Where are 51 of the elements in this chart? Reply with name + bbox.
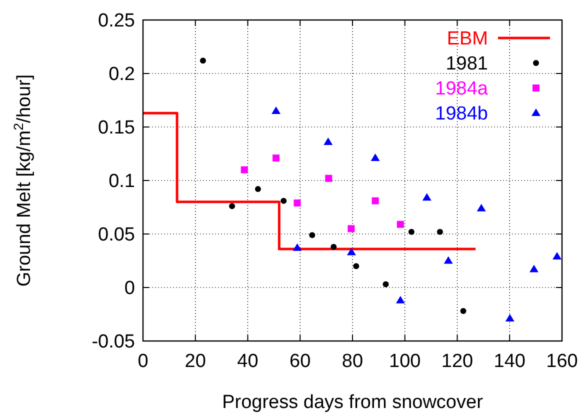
x-tick-label: 120 [441, 351, 474, 372]
point [324, 137, 333, 145]
point [422, 193, 432, 201]
point [280, 198, 287, 204]
y-tick-label: 0.1 [108, 171, 135, 192]
point [396, 296, 405, 304]
legend-label: 1984b [435, 104, 488, 125]
x-tick-label: 100 [389, 351, 421, 372]
legend-label: 1984a [435, 78, 488, 100]
point [240, 166, 248, 174]
y-tick-label: 0.2 [108, 64, 135, 86]
point [444, 256, 453, 264]
point [382, 281, 389, 288]
point [436, 228, 443, 235]
point [272, 106, 281, 114]
point [309, 232, 316, 238]
y-tick-label: 0.15 [98, 118, 135, 139]
x-axis-title: Progress days from snowcover [222, 392, 484, 413]
x-tick-label: 160 [546, 351, 578, 372]
point [353, 263, 360, 270]
point [294, 199, 301, 206]
point [529, 264, 538, 272]
point [325, 174, 332, 182]
x-tick-label: 140 [494, 351, 526, 372]
point [348, 225, 355, 232]
y-tick-label: 0.25 [98, 10, 135, 32]
point [408, 228, 414, 235]
point [346, 248, 356, 256]
x-tick-label: 60 [290, 351, 311, 372]
point [396, 220, 404, 228]
y-tick-label: -0.05 [92, 332, 135, 353]
x-tick-label: 40 [237, 351, 258, 372]
y-tick-label: 0.05 [98, 224, 135, 246]
legend-label: 1981 [446, 54, 488, 75]
point [330, 244, 337, 250]
point [200, 58, 206, 64]
point [505, 314, 514, 322]
point [292, 243, 302, 251]
point [254, 186, 261, 192]
x-tick-label: 0 [138, 351, 148, 372]
legend-label: EBM [446, 28, 488, 50]
x-tick-label: 80 [342, 351, 364, 372]
x-tick-label: 20 [184, 351, 206, 372]
y-tick-label: 0 [124, 278, 135, 300]
point [370, 154, 380, 162]
point [476, 204, 486, 212]
point [372, 197, 379, 204]
point [229, 203, 236, 210]
point [552, 252, 562, 260]
point [460, 308, 466, 314]
point [272, 154, 280, 162]
